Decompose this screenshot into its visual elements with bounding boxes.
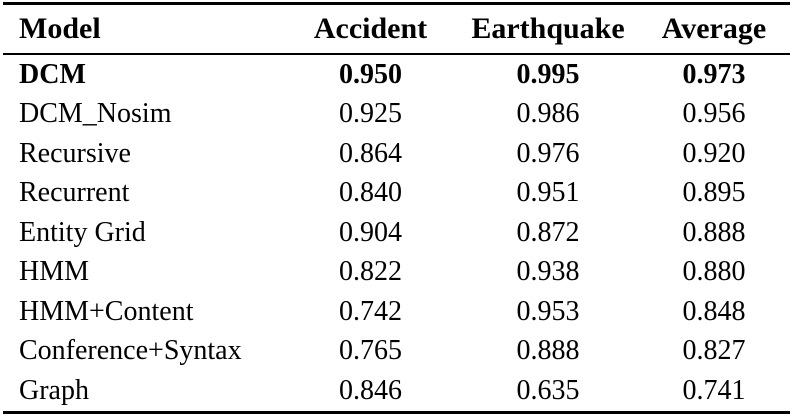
accident-value-cell: 0.742 xyxy=(339,295,402,327)
earthquake-value-cell: 0.872 xyxy=(516,216,580,248)
accident-value-cell: 0.846 xyxy=(339,374,402,406)
table-row: Entity Grid 0.904 0.872 0.888 xyxy=(3,213,790,253)
column-header-earthquake: Earthquake xyxy=(458,3,638,55)
earthquake-value-cell: 0.635 xyxy=(516,374,580,406)
table-row: Graph 0.846 0.635 0.741 xyxy=(3,371,790,412)
model-cell: HMM+Content xyxy=(19,295,194,327)
column-header-average: Average xyxy=(638,3,790,55)
table-row: DCM_Nosim 0.925 0.986 0.956 xyxy=(3,95,790,135)
table-body: DCM 0.950 0.995 0.973 DCM_Nosim 0.925 0.986 0.9… xyxy=(3,54,790,412)
table-row: HMM+Content 0.742 0.953 0.848 xyxy=(3,292,790,332)
model-cell: Recurrent xyxy=(19,177,130,209)
table-row: Recurrent 0.840 0.951 0.895 xyxy=(3,174,790,214)
earthquake-value-cell: 0.888 xyxy=(516,335,580,367)
table-row: DCM 0.950 0.995 0.973 xyxy=(3,54,790,95)
earthquake-value-cell: 0.953 xyxy=(516,295,580,327)
column-header-accident: Accident xyxy=(283,3,458,55)
accident-value-cell: 0.950 xyxy=(339,58,402,90)
model-cell: Graph xyxy=(19,374,89,406)
model-cell: Conference+Syntax xyxy=(19,335,242,367)
model-cell: HMM xyxy=(19,256,90,288)
average-value-cell: 0.741 xyxy=(682,374,746,406)
model-cell: Entity Grid xyxy=(19,216,146,248)
accident-value-cell: 0.925 xyxy=(339,98,402,130)
earthquake-value-cell: 0.986 xyxy=(516,98,580,130)
model-cell: DCM xyxy=(19,58,86,90)
results-table: Model Accident Earthquake Average DCM 0.9… xyxy=(3,2,790,414)
earthquake-value-cell: 0.938 xyxy=(516,256,580,288)
average-value-cell: 0.880 xyxy=(682,256,746,288)
average-value-cell: 0.848 xyxy=(682,295,746,327)
average-value-cell: 0.973 xyxy=(682,58,746,90)
model-cell: Recursive xyxy=(19,137,131,169)
table-row: Conference+Syntax 0.765 0.888 0.827 xyxy=(3,332,790,372)
accident-value-cell: 0.822 xyxy=(339,256,402,288)
table-row: Recursive 0.864 0.976 0.920 xyxy=(3,134,790,174)
accident-value-cell: 0.840 xyxy=(339,177,402,209)
model-cell: DCM_Nosim xyxy=(19,98,172,130)
earthquake-value-cell: 0.976 xyxy=(516,137,580,169)
accident-value-cell: 0.904 xyxy=(339,216,402,248)
earthquake-value-cell: 0.951 xyxy=(516,177,580,209)
average-value-cell: 0.888 xyxy=(682,216,746,248)
earthquake-value-cell: 0.995 xyxy=(516,58,580,90)
header-row: Model Accident Earthquake Average xyxy=(3,3,790,55)
average-value-cell: 0.895 xyxy=(682,177,746,209)
column-header-model: Model xyxy=(3,3,283,55)
average-value-cell: 0.920 xyxy=(682,137,746,169)
table-row: HMM 0.822 0.938 0.880 xyxy=(3,253,790,293)
accident-value-cell: 0.864 xyxy=(339,137,402,169)
average-value-cell: 0.827 xyxy=(682,335,746,367)
average-value-cell: 0.956 xyxy=(682,98,746,130)
accident-value-cell: 0.765 xyxy=(339,335,402,367)
